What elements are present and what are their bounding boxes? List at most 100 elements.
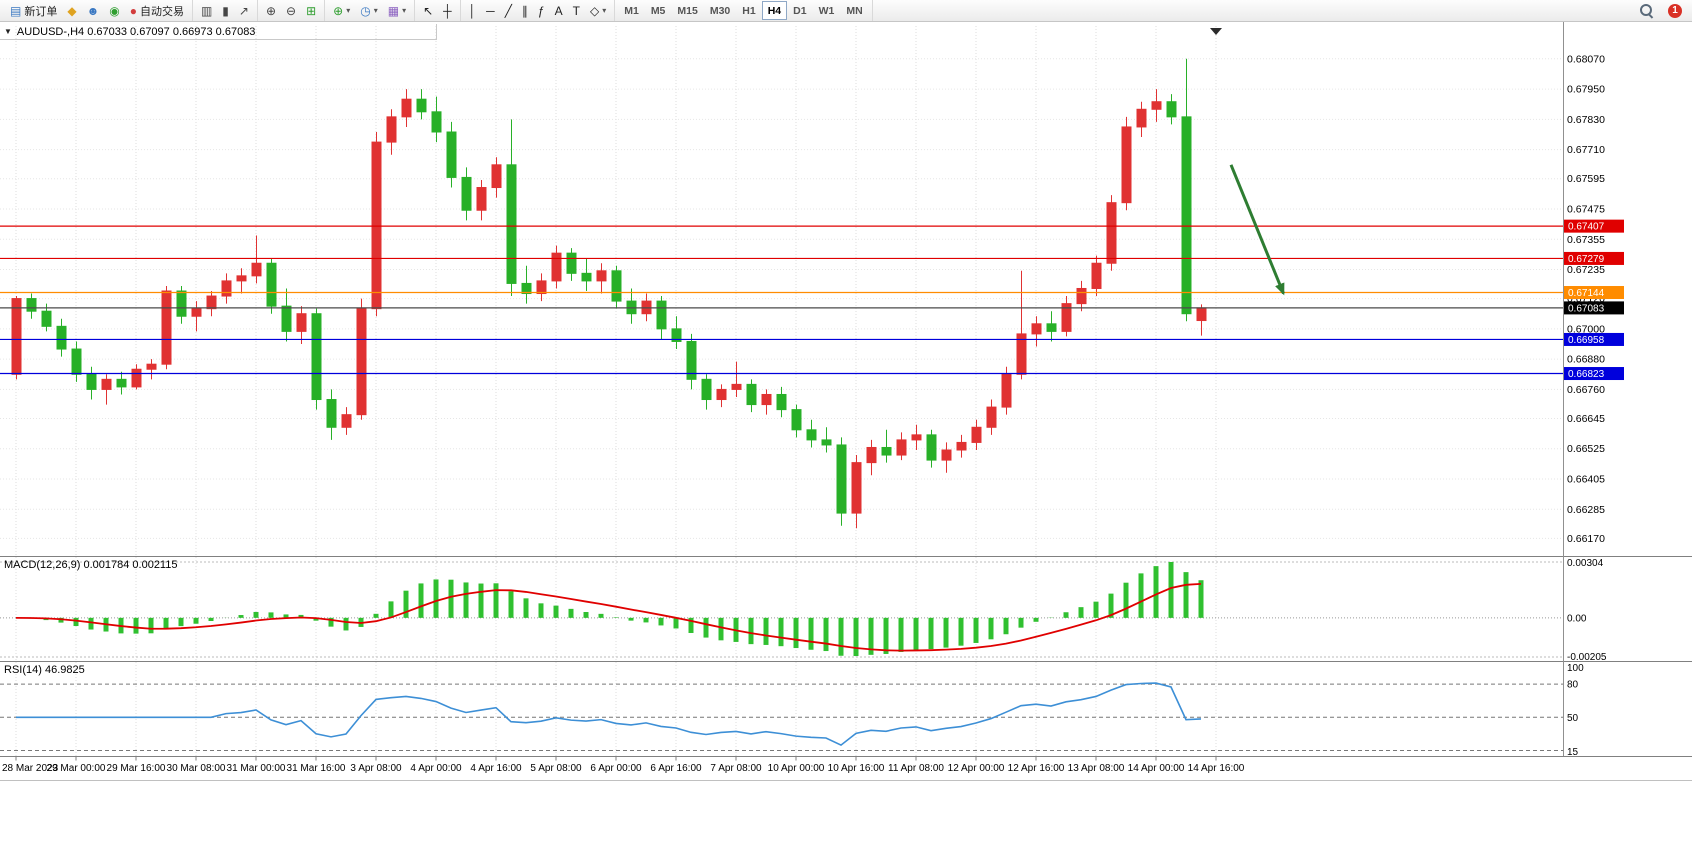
crosshair-button[interactable]: ┼ [438, 1, 457, 20]
timeframe-h4-button[interactable]: H4 [761, 1, 788, 20]
support-line-lower-tag-label: 0.66823 [1568, 369, 1605, 380]
price-axis-label: 0.66405 [1567, 474, 1605, 486]
bull-candle [731, 383, 742, 390]
vertical-line-button[interactable]: │ [464, 1, 482, 20]
toolbar-groups: ▤ 新订单 ◆ ☻ ◉ ● 自动交易 ▥ ▮ ↗ ⊕ ⊖ ⊞ ⊕ ▾ ◷ ▾ ▦ ▾ ↖ ┼ │ ─ ╱ ∥ ƒ A T ◇ ▾ M1 M5 M… [2, 0, 873, 21]
bull-candle [1151, 101, 1162, 110]
bull-candle [761, 393, 772, 406]
vertical-line-icon: │ [468, 3, 477, 18]
candlestick-series[interactable] [11, 58, 1207, 529]
chart-window[interactable]: 0.68070 0.67950 0.67830 0.67710 0.67595 0.674… [0, 22, 1692, 846]
price-axis-label: 0.66880 [1567, 354, 1605, 366]
chart-canvas[interactable]: 0.68070 0.67950 0.67830 0.67710 0.67595 0.674… [0, 22, 1692, 782]
timeframe-m30-button[interactable]: M30 [704, 1, 736, 20]
zoom-out-button[interactable]: ⊖ [281, 1, 301, 20]
indicators-icon: ⊕ [333, 3, 344, 18]
bear-candle [566, 252, 577, 274]
shapes-button[interactable]: ◇ ▾ [585, 1, 611, 20]
bear-candle [26, 298, 37, 312]
timeframe-w1-button[interactable]: W1 [813, 1, 841, 20]
bull-candle [371, 141, 382, 310]
bull-candle [341, 414, 352, 428]
templates-button[interactable]: ▦ ▾ [383, 1, 411, 20]
price-axis-label: 0.67595 [1567, 173, 1605, 185]
chart-window-button[interactable]: ◆ [62, 1, 81, 20]
new-order-button[interactable]: ▤ 新订单 [5, 1, 62, 20]
macd-axis-label: -0.00205 [1567, 652, 1607, 663]
fibonacci-button[interactable]: ƒ [533, 1, 550, 20]
text-button[interactable]: A [550, 1, 568, 20]
horizontal-line-icon: ─ [486, 3, 495, 18]
search-button[interactable] [1635, 1, 1658, 20]
chevron-down-icon: ▾ [346, 6, 351, 15]
market-watch-button[interactable]: ◉ [104, 1, 124, 20]
rsi-axis-label: 80 [1567, 680, 1579, 691]
trendline-button[interactable]: ╱ [500, 1, 517, 20]
zoom-in-button[interactable]: ⊕ [261, 1, 281, 20]
bull-candle [1091, 262, 1102, 289]
bull-candle [1136, 108, 1147, 128]
text-label-button[interactable]: T [568, 1, 585, 20]
time-axis-label: 4 Apr 16:00 [470, 763, 522, 774]
notification-badge[interactable]: 1 [1668, 3, 1682, 18]
bear-candle [1166, 101, 1177, 118]
bear-candle [86, 373, 97, 390]
price-axis-label: 0.67830 [1567, 114, 1605, 126]
timeframe-d1-button[interactable]: D1 [787, 1, 812, 20]
bar-chart-button[interactable]: ▥ [196, 1, 217, 20]
chart-window-icon: ◆ [67, 3, 77, 18]
timeframe-m1-button[interactable]: M1 [618, 1, 645, 20]
trendline-icon: ╱ [504, 3, 512, 18]
bear-candle [806, 429, 817, 441]
new-order-icon: ▤ [10, 3, 22, 18]
bull-candle [1061, 303, 1072, 332]
autotrade-button[interactable]: ● 自动交易 [125, 1, 189, 20]
candlestick-chart-button[interactable]: ▮ [217, 1, 234, 20]
bar-chart-icon: ▥ [200, 3, 213, 18]
bear-candle [656, 300, 667, 330]
timeframe-h1-button[interactable]: H1 [736, 1, 761, 20]
cursor-button[interactable]: ↖ [418, 1, 438, 20]
price-axis-label: 0.66645 [1567, 413, 1605, 425]
cursor-arrow-icon: ↖ [423, 3, 434, 18]
bull-candle [161, 290, 172, 365]
tile-windows-button[interactable]: ⊞ [301, 1, 321, 20]
macd-signal-line [15, 582, 1202, 652]
price-axis[interactable]: 0.68070 0.67950 0.67830 0.67710 0.67595 0.674… [1567, 53, 1605, 545]
price-axis-label: 0.66285 [1567, 504, 1605, 516]
one-click-collapse-icon[interactable]: ▼ [4, 27, 12, 36]
chevron-down-icon: ▾ [402, 6, 407, 15]
rsi-panel[interactable]: 100 80 50 15 [0, 663, 1584, 758]
zoom-out-icon: ⊖ [286, 3, 297, 18]
horizontal-line-button[interactable]: ─ [481, 1, 500, 20]
timeframe-m5-button[interactable]: M5 [645, 1, 672, 20]
chart-grid [0, 26, 1563, 756]
cursor-group: ↖ ┼ [415, 0, 461, 21]
label-icon: T [572, 3, 580, 18]
bear-candle [281, 305, 292, 332]
price-axis-label: 0.67710 [1567, 144, 1605, 156]
indicators-button[interactable]: ⊕ ▾ [328, 1, 355, 20]
resistance-line-lower-tag-label: 0.67279 [1568, 254, 1605, 265]
bull-candle [1031, 323, 1042, 335]
price-lines[interactable] [0, 225, 1563, 375]
time-axis-label: 14 Apr 00:00 [1128, 763, 1185, 774]
timeframe-mn-button[interactable]: MN [840, 1, 868, 20]
current-price-line-tag [1564, 301, 1624, 315]
time-axis-label: 11 Apr 08:00 [888, 763, 944, 774]
timeframe-m15-button[interactable]: M15 [671, 1, 703, 20]
channel-button[interactable]: ∥ [517, 1, 533, 20]
time-axis-label: 10 Apr 00:00 [768, 763, 825, 774]
price-axis-label: 0.66760 [1567, 384, 1605, 396]
chart-shift-marker[interactable] [1210, 28, 1222, 35]
down-trend-arrow-annotation[interactable] [1229, 164, 1285, 296]
time-axis-label: 29 Mar 00:00 [47, 763, 106, 774]
line-chart-button[interactable]: ↗ [234, 1, 254, 20]
time-axis-label: 10 Apr 16:00 [828, 763, 885, 774]
bear-candle [791, 409, 802, 431]
periods-button[interactable]: ◷ ▾ [355, 1, 383, 20]
bull-candle [221, 280, 232, 297]
profiles-button[interactable]: ☻ [82, 1, 105, 20]
macd-panel[interactable]: 0.00304 0.00 -0.00205 [0, 558, 1607, 663]
